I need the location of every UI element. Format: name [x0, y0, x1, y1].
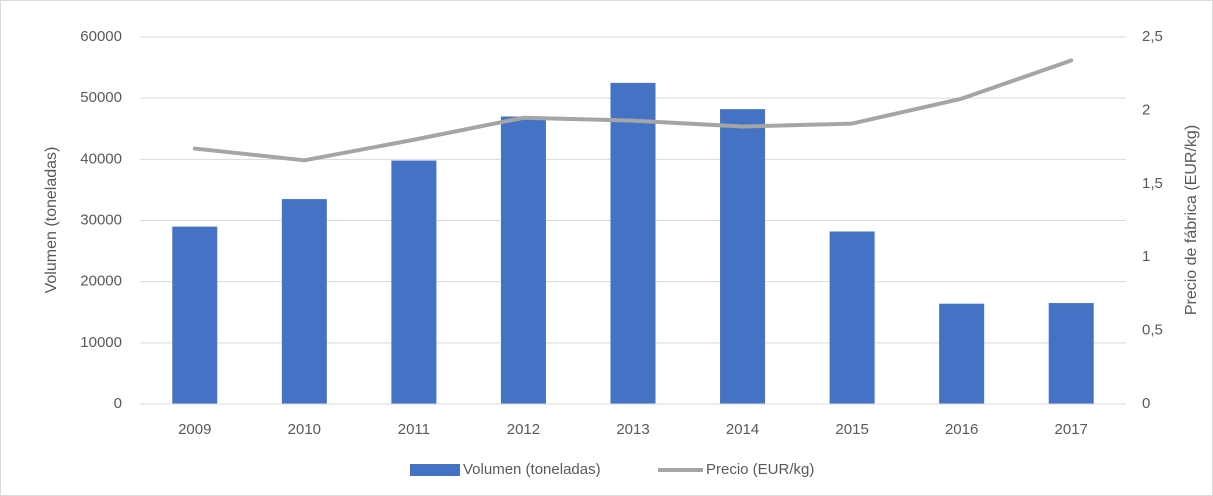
y-tick-label: 30000 [80, 211, 122, 228]
y2-tick-label: 2,5 [1142, 28, 1163, 45]
x-tick-label: 2010 [288, 421, 321, 438]
bar [1048, 303, 1094, 404]
x-tick-label: 2013 [616, 421, 649, 438]
y2-tick-label: 0,5 [1142, 322, 1163, 339]
legend-label: Volumen (toneladas) [463, 461, 601, 478]
bar [500, 116, 546, 405]
y2-tick-label: 2 [1142, 101, 1150, 118]
y2-tick-label: 1,5 [1142, 175, 1163, 192]
y-tick-label: 10000 [80, 334, 122, 351]
y2-tick-label: 1 [1142, 248, 1150, 265]
y-axis-label: Volumen (toneladas) [43, 147, 60, 294]
bar [939, 303, 985, 404]
x-tick-label: 2015 [835, 421, 868, 438]
y-tick-label: 60000 [80, 28, 122, 45]
legend-label: Precio (EUR/kg) [706, 461, 814, 478]
legend-swatch [410, 464, 460, 476]
bar [281, 199, 327, 404]
bar [391, 160, 437, 404]
x-tick-label: 2014 [726, 421, 759, 438]
y-tick-label: 40000 [80, 150, 122, 167]
x-tick-label: 2012 [507, 421, 540, 438]
y2-axis-label: Precio de fábrica (EUR/kg) [1183, 125, 1200, 315]
y-tick-label: 20000 [80, 273, 122, 290]
bar [610, 82, 656, 404]
x-tick-label: 2017 [1055, 421, 1088, 438]
bar [829, 231, 875, 404]
y-tick-label: 50000 [80, 89, 122, 106]
bar [720, 109, 766, 404]
x-tick-label: 2009 [178, 421, 211, 438]
x-tick-label: 2011 [398, 421, 430, 438]
y-tick-label: 0 [114, 395, 122, 412]
y2-tick-label: 0 [1142, 395, 1150, 412]
line [192, 58, 1074, 163]
x-tick-label: 2016 [945, 421, 978, 438]
bar [172, 226, 218, 404]
